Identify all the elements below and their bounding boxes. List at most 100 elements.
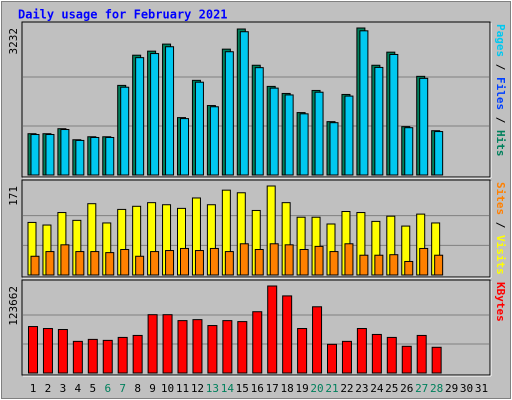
bar [120, 86, 130, 176]
bar [389, 53, 399, 176]
bar [282, 295, 293, 374]
x-tick-label: 12 [191, 382, 204, 395]
bar [117, 336, 128, 374]
bar [57, 329, 68, 374]
x-tick-label: 25 [385, 382, 398, 395]
bar [389, 254, 399, 276]
bar [192, 319, 203, 374]
bar [284, 94, 294, 176]
legend: Pages / Files / Hits [494, 24, 507, 157]
bar [329, 122, 339, 176]
bar [269, 243, 279, 276]
x-tick-label: 6 [104, 382, 111, 395]
bar [371, 333, 382, 374]
bar [194, 81, 204, 176]
bar [254, 248, 264, 276]
bar [28, 326, 38, 374]
x-tick-label: 9 [149, 382, 156, 395]
bar [314, 245, 324, 276]
x-tick-label: 11 [176, 382, 189, 395]
y-tick-label: 123662 [7, 286, 20, 326]
bar [312, 306, 323, 374]
bar [374, 254, 384, 276]
bar [165, 250, 175, 276]
bar [434, 254, 444, 276]
bar [434, 131, 444, 176]
legend: Sites / Visits [494, 182, 507, 275]
x-tick-label: 15 [236, 382, 249, 395]
x-tick-label: 8 [134, 382, 141, 395]
bar [239, 243, 249, 276]
x-tick-label: 24 [370, 382, 384, 395]
x-tick-label: 19 [295, 382, 308, 395]
y-tick-label: 3232 [7, 28, 20, 55]
x-tick-label: 14 [221, 382, 235, 395]
x-tick-label: 5 [89, 382, 96, 395]
bar [45, 251, 55, 276]
bar [404, 260, 414, 276]
bar [222, 320, 233, 374]
bar [75, 139, 85, 176]
bar [299, 113, 309, 176]
bar [135, 57, 145, 176]
legend-entry: Hits [494, 130, 507, 157]
legend-entry: Visits [494, 235, 507, 275]
x-tick-label: 17 [266, 382, 279, 395]
x-tick-label: 7 [119, 382, 126, 395]
x-tick-label: 16 [251, 382, 264, 395]
x-tick-label: 18 [281, 382, 294, 395]
bar [267, 285, 278, 374]
bar [209, 106, 219, 176]
bar [87, 338, 98, 374]
bar [105, 136, 115, 176]
bar [224, 251, 234, 276]
bar [105, 252, 115, 276]
bar [177, 320, 188, 374]
x-tick-label: 20 [310, 382, 323, 395]
bar [150, 251, 160, 276]
legend-entry: Sites [494, 182, 507, 215]
bar [90, 136, 100, 176]
bar [147, 314, 158, 374]
bar [329, 251, 339, 276]
bar [30, 255, 40, 276]
x-tick-label: 13 [206, 382, 219, 395]
legend-entry: Files [494, 77, 507, 110]
legend: KBytes [494, 282, 507, 322]
x-tick-label: 31 [475, 382, 488, 395]
bar [269, 87, 279, 176]
bar [102, 339, 113, 374]
bar [120, 248, 130, 276]
chart-title: Daily usage for February 2021 [18, 8, 228, 22]
bar [60, 129, 70, 176]
bar [404, 127, 414, 176]
x-tick-label: 22 [340, 382, 353, 395]
bar [60, 244, 70, 276]
bar [90, 251, 100, 276]
bar [299, 248, 309, 276]
bar [224, 51, 234, 176]
bar [374, 66, 384, 176]
bar [237, 321, 248, 374]
x-tick-label: 28 [430, 382, 443, 395]
bar [284, 244, 294, 276]
bar [132, 334, 143, 374]
bar [314, 91, 324, 176]
bar [194, 250, 204, 276]
bar [162, 314, 173, 374]
bar [359, 30, 369, 176]
legend-entry: / [494, 215, 507, 235]
bar [341, 340, 352, 374]
bar [327, 343, 337, 374]
bar [359, 254, 369, 276]
bar [416, 334, 427, 374]
x-tick-label: 4 [75, 382, 82, 395]
bar [150, 53, 160, 176]
x-tick-label: 26 [400, 382, 413, 395]
bar [30, 134, 40, 176]
legend-entry: Pages [494, 24, 507, 57]
x-tick-label: 21 [325, 382, 338, 395]
bar [239, 31, 249, 176]
